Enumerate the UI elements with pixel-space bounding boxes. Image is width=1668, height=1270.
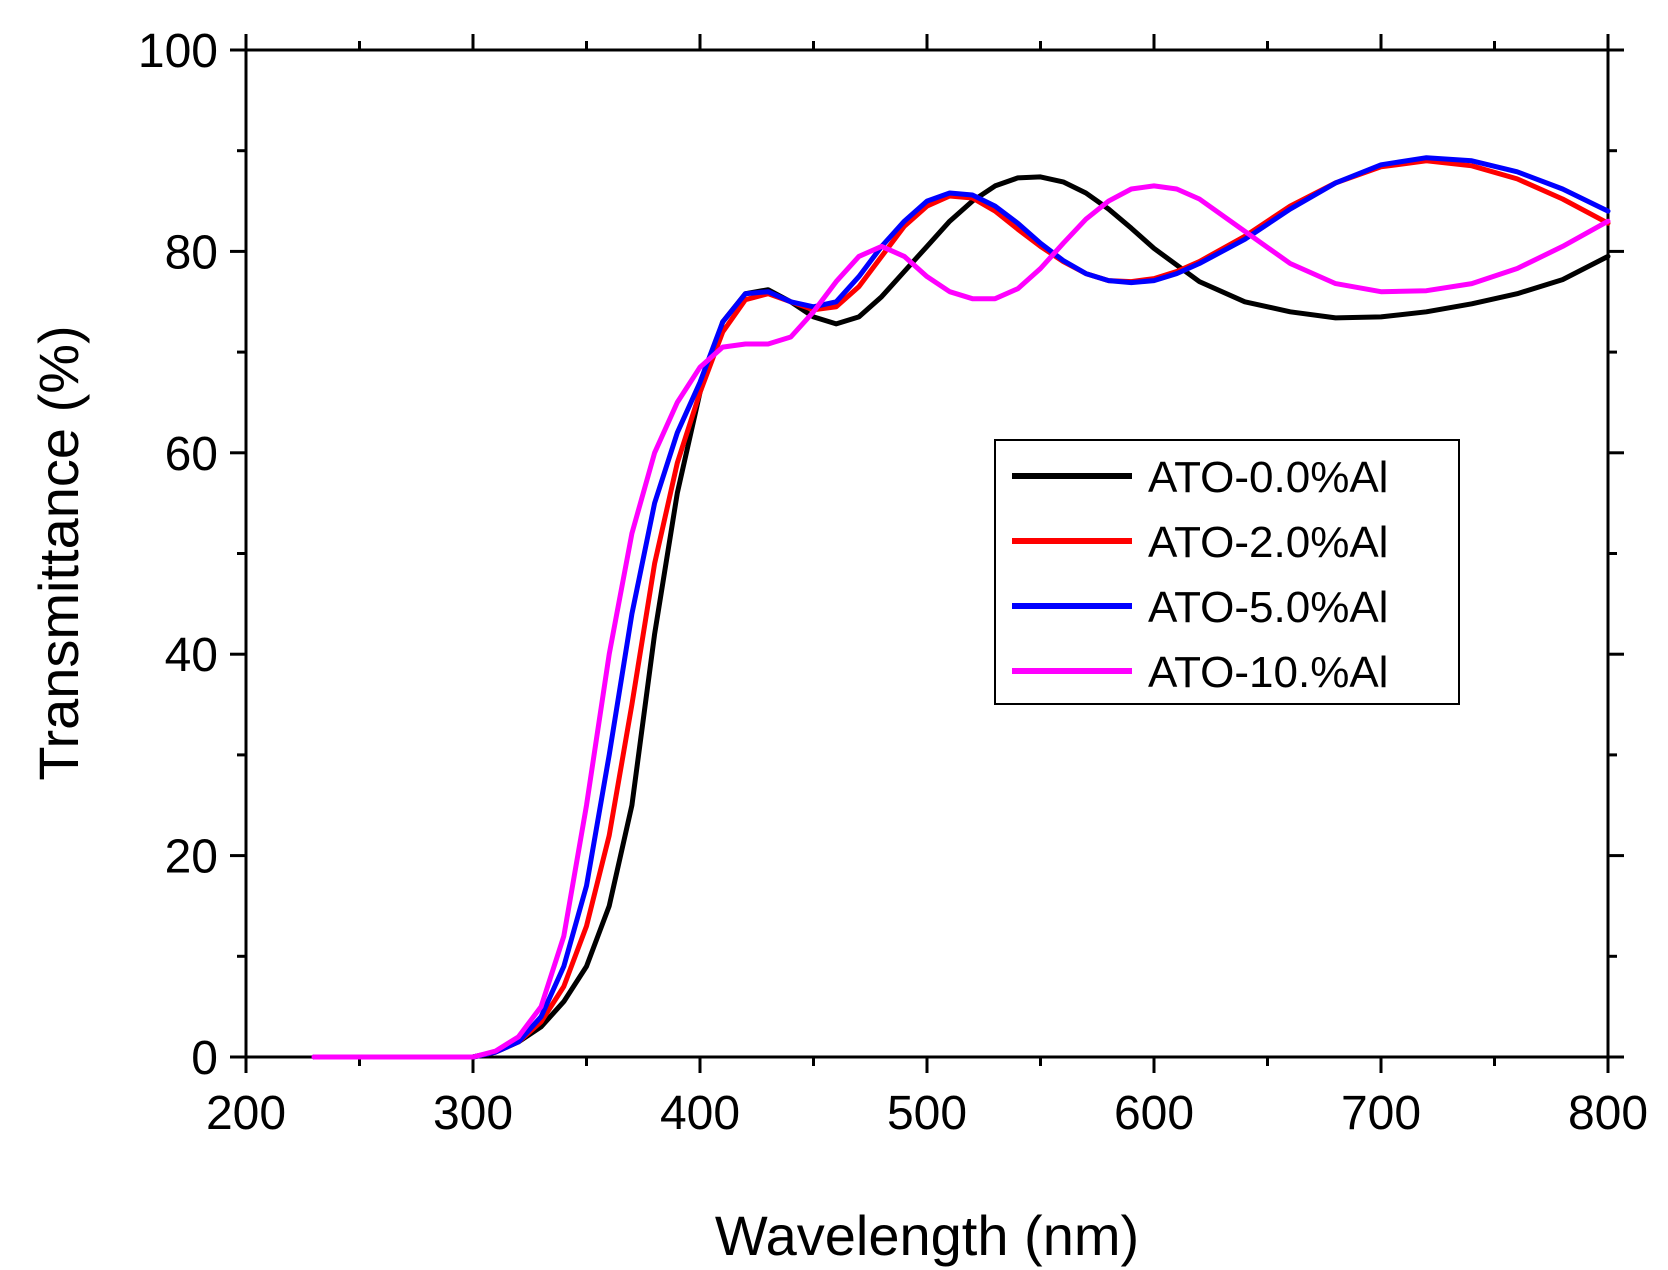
y-tick-label: 80	[165, 226, 218, 279]
y-tick-label: 60	[165, 428, 218, 481]
y-tick-label: 0	[191, 1032, 218, 1085]
legend-label-ato-5: ATO-5.0%Al	[1148, 583, 1388, 632]
x-axis-title: Wavelength (nm)	[715, 1204, 1139, 1267]
x-tick-label: 200	[206, 1087, 286, 1140]
y-tick-label: 100	[138, 25, 218, 78]
legend-label-ato-0: ATO-0.0%Al	[1148, 453, 1388, 502]
x-tick-labels: 200 300 400 500 600 700 800	[206, 1087, 1648, 1140]
x-tick-label: 800	[1568, 1087, 1648, 1140]
x-tick-label: 600	[1114, 1087, 1194, 1140]
legend-label-ato-2: ATO-2.0%Al	[1148, 518, 1388, 567]
series-lines	[311, 155, 1611, 1060]
x-tick-label: 400	[660, 1087, 740, 1140]
series-line-0	[311, 174, 1611, 1060]
y-tick-labels: 0 20 40 60 80 100	[138, 25, 218, 1085]
legend-label-ato-10: ATO-10.%Al	[1148, 648, 1388, 697]
x-tick-label: 700	[1341, 1087, 1421, 1140]
legend-box	[994, 439, 1460, 705]
y-tick-label: 40	[165, 629, 218, 682]
legend: ATO-0.0%Al ATO-2.0%Al ATO-5.0%Al ATO-10.…	[994, 439, 1460, 705]
series-line-1	[311, 158, 1611, 1060]
series-line-3	[311, 183, 1611, 1060]
x-tick-label: 500	[887, 1087, 967, 1140]
axis-ticks	[230, 34, 1624, 1073]
y-tick-label: 20	[165, 831, 218, 884]
x-tick-label: 300	[433, 1087, 513, 1140]
series-line-2	[311, 155, 1611, 1060]
y-axis-title: Transmittance (%)	[27, 325, 90, 780]
